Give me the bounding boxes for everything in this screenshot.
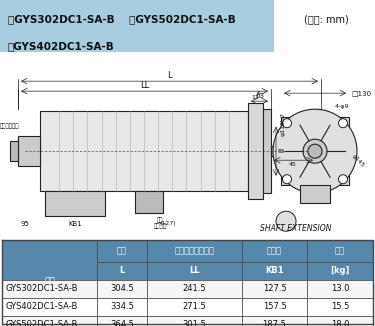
FancyBboxPatch shape: [0, 0, 274, 52]
Bar: [97, 298, 147, 316]
Bar: [18, 136, 40, 166]
Text: 13.0: 13.0: [331, 285, 349, 293]
Text: SHAFT EXTENSION: SHAFT EXTENSION: [260, 224, 332, 233]
Text: L: L: [167, 71, 172, 80]
Circle shape: [282, 175, 291, 184]
FancyBboxPatch shape: [274, 0, 375, 52]
Text: φ145: φ145: [351, 154, 366, 169]
Bar: [2, 240, 97, 324]
Bar: [242, 316, 307, 326]
Bar: [147, 316, 242, 326]
Text: GYS402DC1-SA-B: GYS402DC1-SA-B: [5, 303, 77, 312]
Bar: [45, 191, 105, 216]
Text: 187.5: 187.5: [262, 320, 286, 326]
Text: 電力
コネクタ: 電力 コネクタ: [153, 217, 166, 229]
Text: 63: 63: [255, 93, 264, 99]
Text: [kg]: [kg]: [330, 266, 350, 275]
Bar: [242, 298, 307, 316]
Text: 4-φ9: 4-φ9: [335, 104, 350, 109]
Bar: [248, 103, 263, 199]
Text: 6: 6: [257, 91, 261, 96]
Text: L: L: [119, 266, 124, 275]
Text: 95: 95: [21, 221, 29, 227]
Text: 45: 45: [289, 162, 297, 167]
Text: φ110h7: φ110h7: [281, 112, 286, 136]
Bar: [307, 298, 373, 316]
Text: ・GYS402DC1-SA-B: ・GYS402DC1-SA-B: [8, 41, 114, 51]
Bar: [281, 117, 349, 185]
Bar: [2, 280, 97, 298]
Text: 301.5: 301.5: [183, 320, 206, 326]
Text: 127.5: 127.5: [262, 285, 286, 293]
Text: 271.5: 271.5: [183, 303, 206, 312]
Bar: [307, 240, 373, 262]
Text: 端子部: 端子部: [267, 246, 282, 256]
Text: 241.5: 241.5: [183, 285, 206, 293]
Text: 15.5: 15.5: [331, 303, 349, 312]
Bar: [300, 185, 330, 203]
Bar: [10, 141, 18, 161]
Text: 18.0: 18.0: [331, 320, 349, 326]
Text: LL: LL: [140, 81, 149, 90]
Text: GYS302DC1-SA-B: GYS302DC1-SA-B: [5, 285, 78, 293]
Bar: [242, 280, 307, 298]
Circle shape: [339, 119, 348, 128]
Circle shape: [308, 144, 322, 158]
Text: 信号コネクタ: 信号コネクタ: [0, 124, 20, 129]
Bar: [307, 316, 373, 326]
Bar: [307, 262, 373, 280]
Text: 157.5: 157.5: [262, 303, 286, 312]
Bar: [97, 280, 147, 298]
Text: GYS502DC1-SA-B: GYS502DC1-SA-B: [5, 320, 77, 326]
Text: 全長: 全長: [117, 246, 127, 256]
Text: KB1: KB1: [265, 266, 284, 275]
Bar: [263, 109, 271, 193]
Text: ・GYS302DC1-SA-B    ・GYS502DC1-SA-B: ・GYS302DC1-SA-B ・GYS502DC1-SA-B: [8, 15, 235, 24]
Text: (127): (127): [160, 221, 176, 226]
Text: (単位: mm): (単位: mm): [304, 15, 349, 24]
Text: 55: 55: [278, 149, 286, 154]
Bar: [40, 111, 248, 191]
Text: LL: LL: [189, 266, 200, 275]
Bar: [271, 146, 321, 156]
Text: 形式: 形式: [44, 277, 55, 287]
Bar: [2, 298, 97, 316]
Text: □130: □130: [351, 90, 371, 96]
Bar: [147, 298, 242, 316]
Bar: [97, 240, 147, 262]
Text: 334.5: 334.5: [110, 303, 134, 312]
Bar: [279, 143, 299, 146]
Text: 寸法（フランジ）: 寸法（フランジ）: [174, 246, 214, 256]
Bar: [242, 240, 307, 262]
Circle shape: [282, 119, 291, 128]
Circle shape: [303, 139, 327, 163]
Bar: [135, 191, 163, 213]
Bar: [97, 316, 147, 326]
Text: 304.5: 304.5: [110, 285, 134, 293]
Bar: [147, 240, 242, 262]
Circle shape: [273, 109, 357, 193]
Text: 質量: 質量: [335, 246, 345, 256]
Bar: [97, 262, 147, 280]
Text: 364.5: 364.5: [110, 320, 134, 326]
Text: KB1: KB1: [68, 221, 82, 227]
Circle shape: [276, 211, 296, 231]
Bar: [147, 280, 242, 298]
Bar: [147, 262, 242, 280]
Bar: [307, 280, 373, 298]
Bar: [242, 262, 307, 280]
Text: 12: 12: [251, 95, 259, 100]
Circle shape: [339, 175, 348, 184]
Bar: [2, 316, 97, 326]
